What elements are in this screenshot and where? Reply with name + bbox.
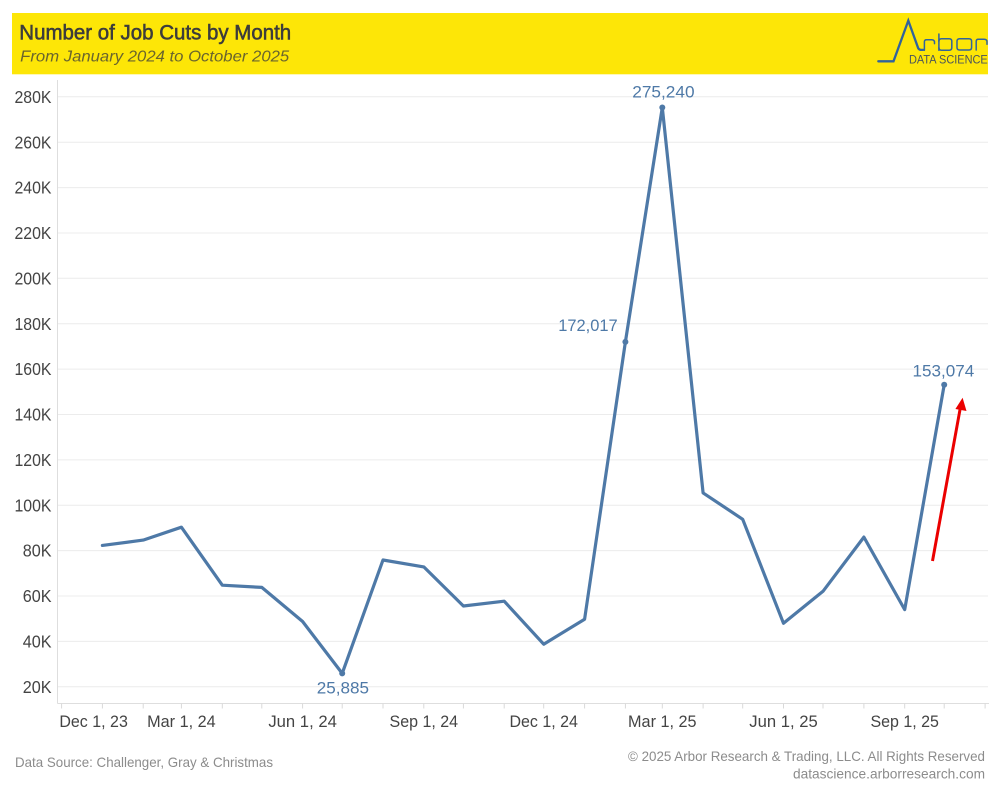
svg-text:datascience.arborresearch.com: datascience.arborresearch.com xyxy=(793,767,985,782)
svg-text:260K: 260K xyxy=(15,132,52,152)
svg-text:25,885: 25,885 xyxy=(317,678,369,697)
svg-text:153,074: 153,074 xyxy=(913,361,975,380)
svg-text:80K: 80K xyxy=(23,541,52,561)
svg-text:DATA SCIENCE: DATA SCIENCE xyxy=(909,52,988,66)
svg-text:© 2025 Arbor Research & Tradin: © 2025 Arbor Research & Trading, LLC. Al… xyxy=(628,749,985,764)
svg-text:140K: 140K xyxy=(15,405,52,425)
svg-text:240K: 240K xyxy=(15,178,52,198)
svg-text:Dec 1, 24: Dec 1, 24 xyxy=(509,713,578,731)
svg-text:Sep 1, 24: Sep 1, 24 xyxy=(390,713,459,731)
svg-text:Jun 1, 24: Jun 1, 24 xyxy=(268,713,337,731)
svg-text:Number of Job Cuts by Month: Number of Job Cuts by Month xyxy=(19,21,291,44)
svg-text:280K: 280K xyxy=(15,87,52,107)
svg-text:20K: 20K xyxy=(23,677,52,697)
svg-text:200K: 200K xyxy=(15,268,52,288)
svg-text:Mar 1, 24: Mar 1, 24 xyxy=(147,713,216,731)
svg-text:Sep 1, 25: Sep 1, 25 xyxy=(870,713,939,731)
svg-text:275,240: 275,240 xyxy=(632,83,694,102)
svg-text:220K: 220K xyxy=(15,223,52,243)
svg-text:160K: 160K xyxy=(15,359,52,379)
svg-text:40K: 40K xyxy=(23,631,52,651)
svg-text:100K: 100K xyxy=(15,495,52,515)
svg-text:Mar 1, 25: Mar 1, 25 xyxy=(628,713,697,731)
svg-text:Jun 1, 25: Jun 1, 25 xyxy=(749,713,818,731)
svg-text:172,017: 172,017 xyxy=(558,316,618,335)
svg-text:Dec 1, 23: Dec 1, 23 xyxy=(59,713,128,731)
svg-text:60K: 60K xyxy=(23,586,52,606)
svg-text:From January 2024 to October 2: From January 2024 to October 2025 xyxy=(20,49,289,66)
svg-text:120K: 120K xyxy=(15,450,52,470)
svg-text:180K: 180K xyxy=(15,314,52,334)
svg-text:Data Source: Challenger, Gray: Data Source: Challenger, Gray & Christma… xyxy=(15,754,273,770)
